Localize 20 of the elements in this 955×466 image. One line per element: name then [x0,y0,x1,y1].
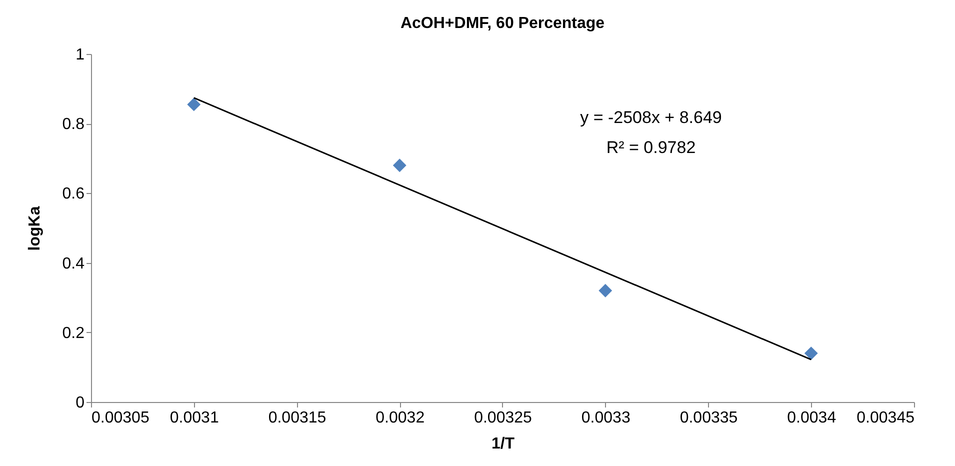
annotation: R² = 0.9782 [606,138,696,157]
y-tick-label: 0 [76,394,85,412]
y-tick-label: 0.6 [62,186,85,203]
x-tick-label: 0.00305 [92,410,150,426]
x-tick-label: 0.0032 [376,410,425,426]
y-axis-title: logKa [26,206,44,251]
x-tick-label: 0.0034 [787,410,836,426]
y-tick-label: 0.8 [62,116,85,134]
x-tick-label: 0.0031 [170,410,219,426]
x-tick-label: 0.00345 [856,410,915,426]
x-tick-label: 0.00315 [268,410,326,426]
y-tick-label: 0.2 [62,324,85,342]
x-tick-label: 0.00335 [680,410,738,426]
x-tick-label: 0.00325 [474,410,532,426]
x-tick-label: 0.0033 [581,410,630,426]
x-axis-title: 1/T [491,436,515,452]
y-tick-label: 0.4 [62,255,85,272]
y-tick-label: 1 [76,46,85,64]
annotation: y = -2508x + 8.649 [580,108,722,127]
chart-title: AcOH+DMF, 60 Percentage [400,15,605,32]
